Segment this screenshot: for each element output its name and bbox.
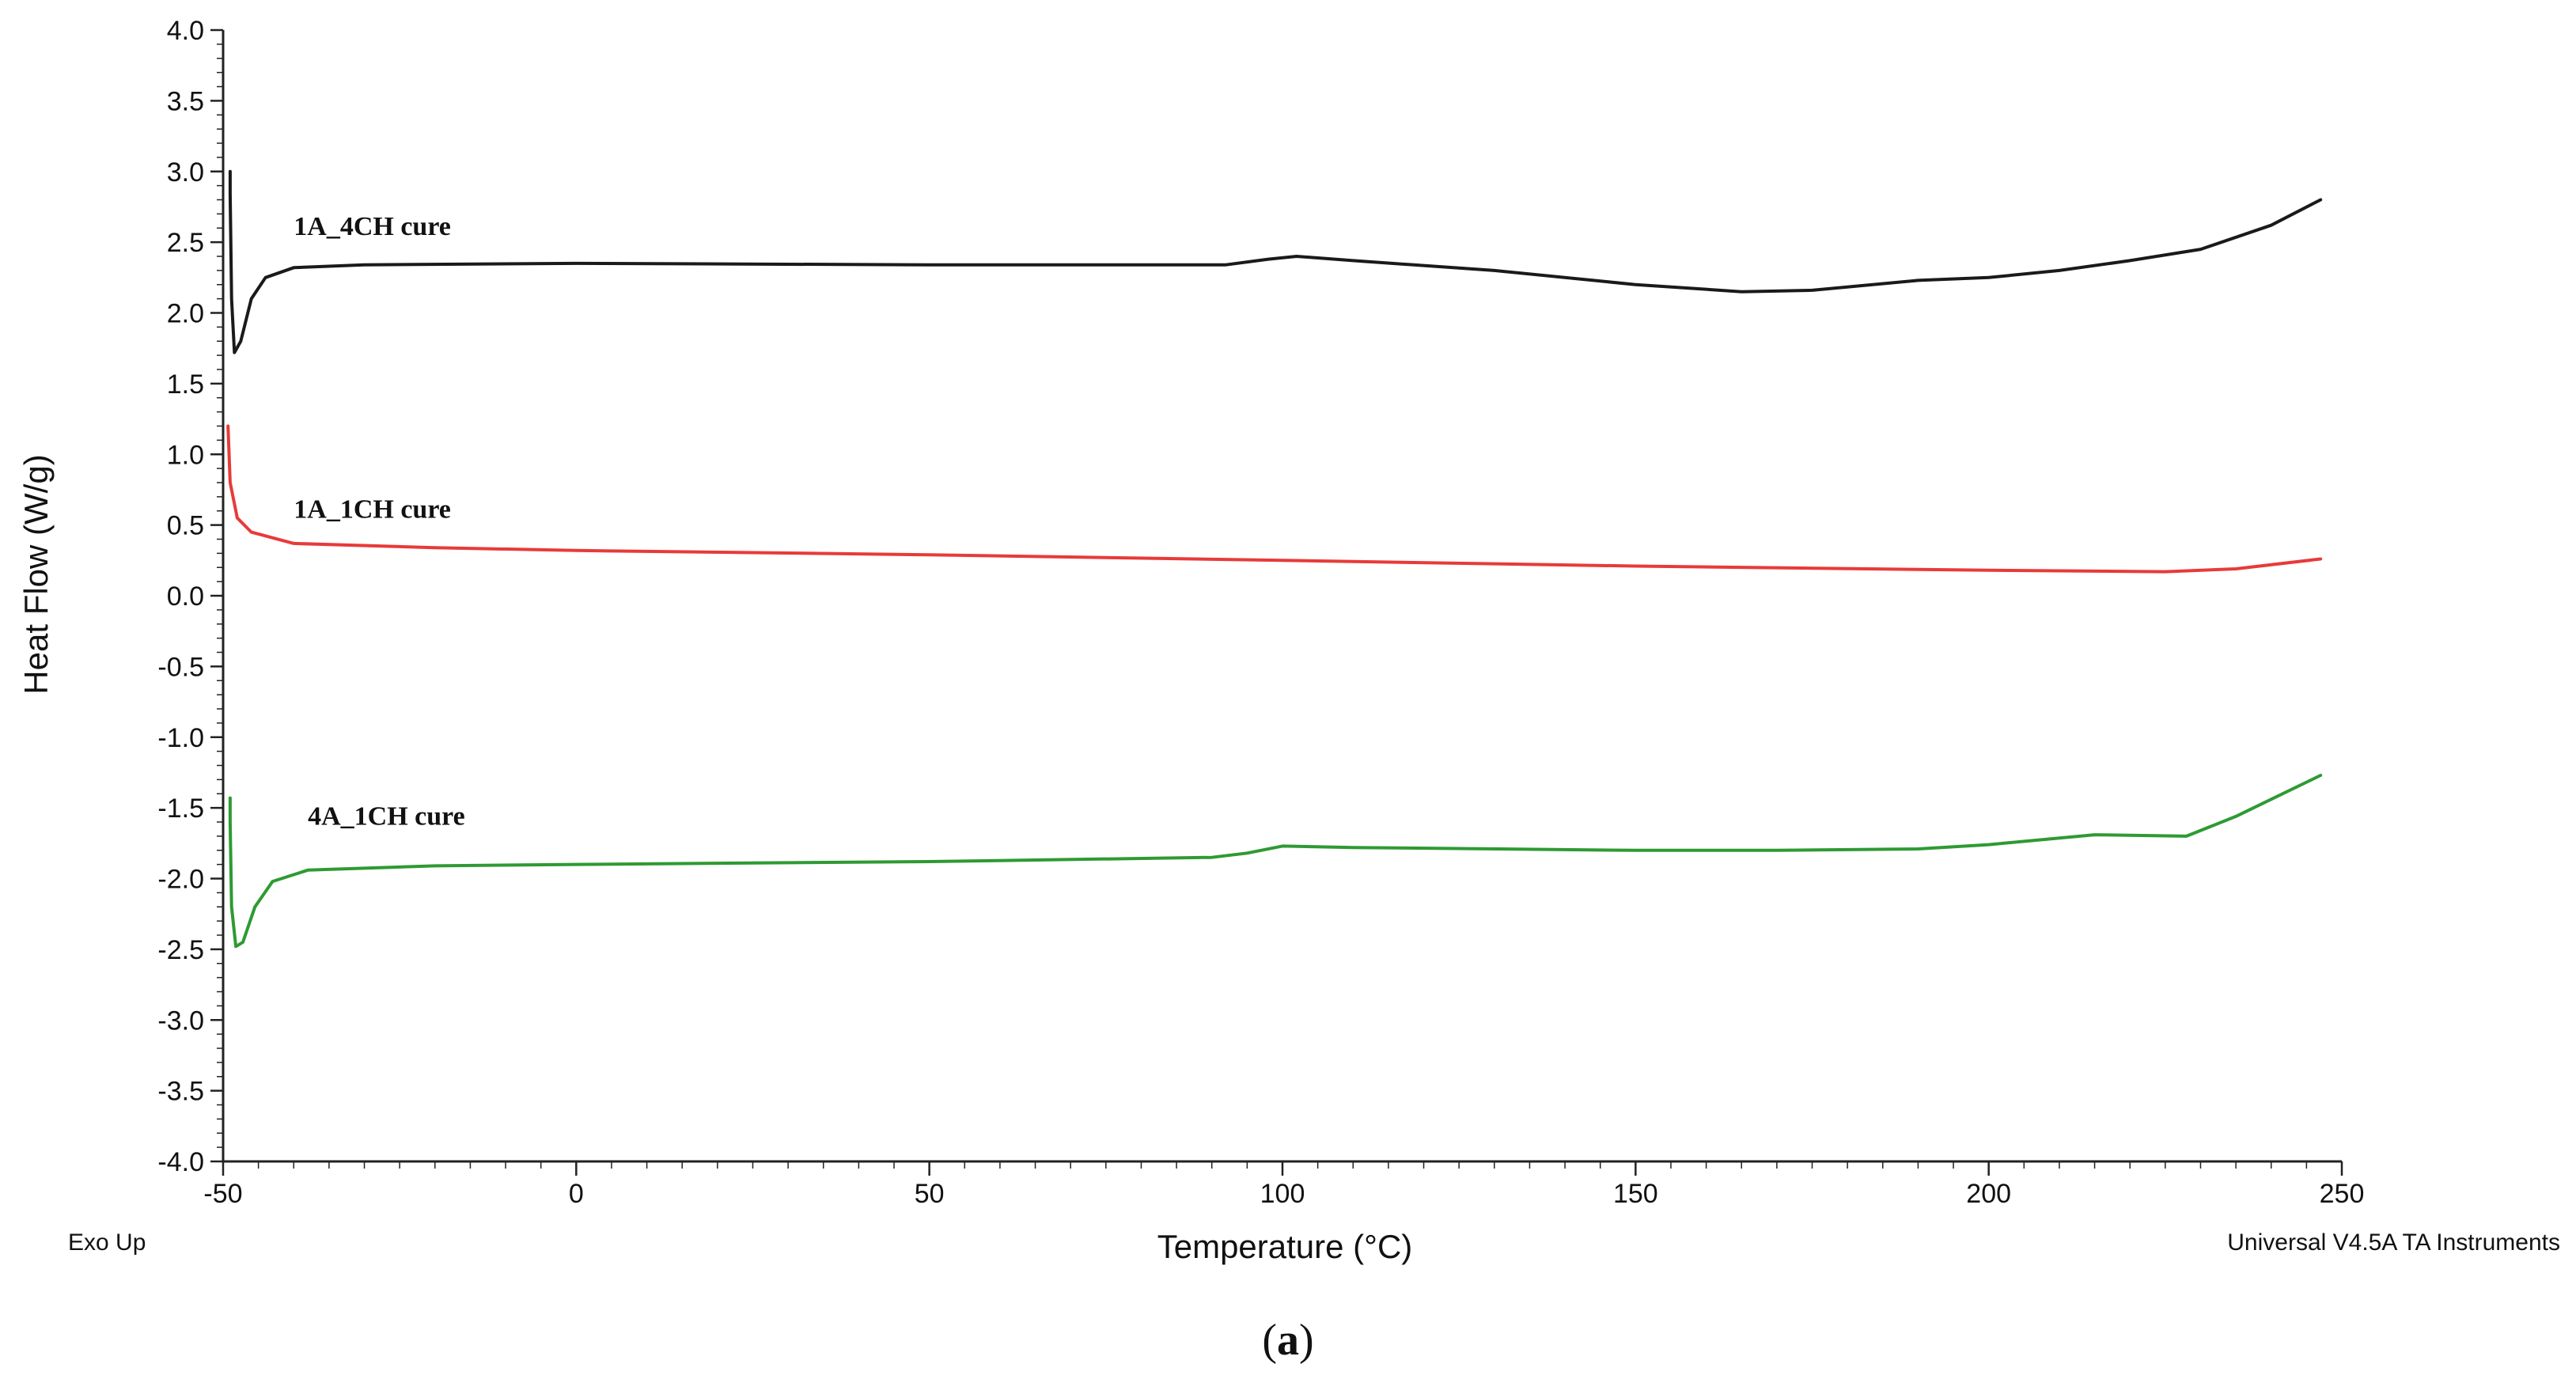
y-tick-label: -3.0: [157, 1006, 204, 1036]
x-tick-label: 0: [569, 1179, 584, 1209]
x-axis-title: Temperature (°C): [1157, 1228, 1413, 1265]
y-axis-title: Heat Flow (W/g): [17, 454, 55, 694]
y-tick-label: -1.0: [157, 723, 204, 753]
y-tick-label: 3.0: [167, 157, 204, 188]
y-tick-label: -3.5: [157, 1077, 204, 1107]
x-tick-label: 50: [915, 1179, 945, 1209]
y-tick-label: -1.5: [157, 794, 204, 824]
x-tick-label: 200: [1966, 1179, 2011, 1209]
series-label: 4A_1CH cure: [308, 802, 465, 832]
y-tick-label: 0.0: [167, 582, 204, 612]
y-tick-label: 3.5: [167, 86, 204, 116]
series-label: 1A_4CH cure: [294, 212, 451, 241]
y-tick-label: 2.0: [167, 299, 204, 329]
y-tick-label: -2.5: [157, 935, 204, 965]
y-tick-label: 4.0: [167, 16, 204, 46]
y-tick-label: 1.0: [167, 440, 204, 470]
y-axis: 4.0 3.5 3.0 2.5 2.0 1.5 1.0 0.5 0.0 -0.5 -1.0 -1.5 -…: [157, 16, 223, 1177]
exo-up-note: Exo Up: [68, 1229, 146, 1256]
y-tick-label: 2.5: [167, 228, 204, 258]
series-line: [226, 424, 2323, 574]
x-tick-label: 150: [1613, 1179, 1658, 1209]
caption-close-paren: ): [1299, 1316, 1314, 1365]
series-labels: 1A_4CH cure 1A_1CH cure 4A_1CH cure: [294, 212, 464, 831]
y-tick-label: -0.5: [157, 652, 204, 682]
y-tick-label: 0.5: [167, 511, 204, 541]
series-label: 1A_1CH cure: [294, 495, 451, 525]
y-tick-label: -2.0: [157, 865, 204, 895]
x-tick-label: 250: [2320, 1179, 2365, 1209]
series-layer: [226, 169, 2323, 949]
series-line: [228, 169, 2323, 354]
caption-letter: a: [1277, 1316, 1299, 1365]
x-axis: -50 0 50 100 150 200 250: [203, 1161, 2364, 1209]
caption-open-paren: (: [1262, 1316, 1277, 1365]
x-tick-label: -50: [203, 1179, 242, 1209]
instrument-note: Universal V4.5A TA Instruments: [2227, 1229, 2560, 1256]
x-tick-label: 100: [1260, 1179, 1305, 1209]
figure-caption: (a): [1262, 1316, 1313, 1365]
series-line: [228, 774, 2323, 949]
y-tick-label: 1.5: [167, 369, 204, 400]
y-tick-label: -4.0: [157, 1147, 204, 1177]
